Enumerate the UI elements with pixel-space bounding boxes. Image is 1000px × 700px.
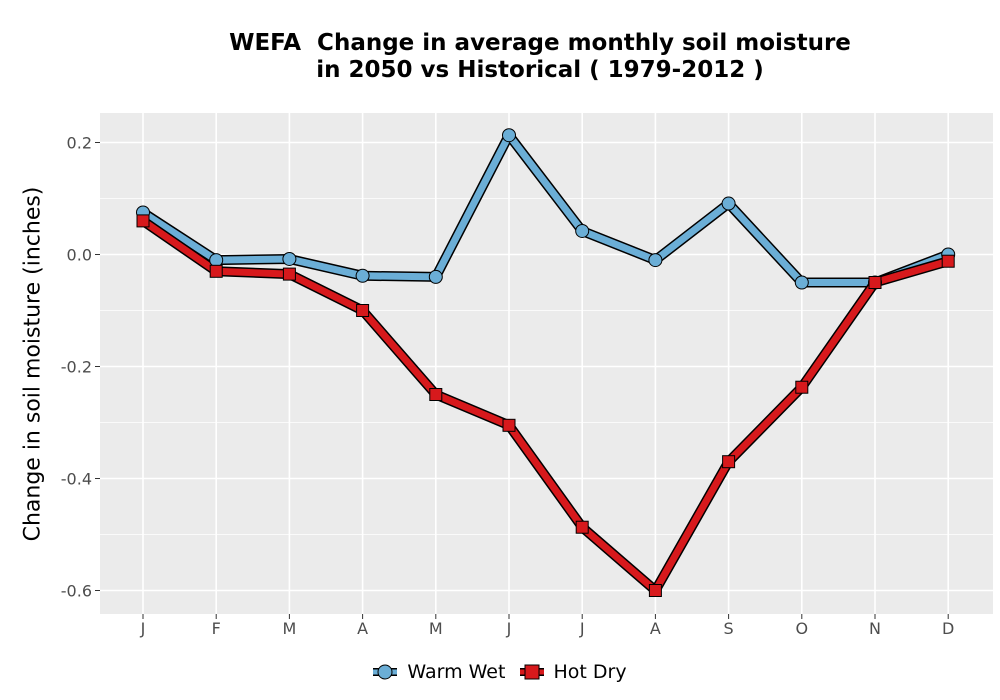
grid: [100, 113, 993, 614]
plot: 0.2 0.0 -0.2 -0.4 -0.6 J F M A M J J A S O N D: [61, 113, 993, 639]
point-warm-wet: [575, 223, 590, 238]
legend-key-hot-dry: [519, 660, 544, 684]
point-warm-wet: [282, 251, 297, 266]
x-tick-label: D: [942, 619, 954, 638]
point-warm-wet: [355, 268, 370, 283]
legend: Warm Wet Hot Dry: [0, 660, 1000, 689]
y-tick-label: -0.2: [61, 358, 92, 377]
point-hot-dry: [722, 455, 736, 469]
x-tick-label: A: [650, 619, 661, 638]
point-hot-dry: [648, 584, 662, 597]
point-warm-wet: [428, 269, 443, 284]
point-hot-dry: [429, 388, 443, 401]
point-hot-dry: [941, 254, 955, 268]
x-tick-label: S: [724, 619, 734, 638]
legend-item-hot-dry: Hot Dry: [519, 660, 627, 684]
point-hot-dry: [282, 267, 296, 281]
legend-label-warm-wet: Warm Wet: [407, 661, 506, 683]
axis-ticks: 0.2 0.0 -0.2 -0.4 -0.6 J F M A M J J A S O N D: [61, 134, 955, 639]
point-warm-wet: [794, 275, 809, 290]
point-warm-wet: [648, 253, 663, 268]
x-tick-label: J: [506, 619, 512, 638]
legend-item-warm-wet: Warm Wet: [373, 660, 505, 684]
y-tick-label: 0.2: [67, 134, 92, 153]
point-hot-dry: [209, 264, 223, 278]
point-warm-wet: [502, 128, 516, 143]
y-tick-label: -0.4: [61, 470, 92, 489]
x-tick-label: F: [212, 619, 221, 638]
point-hot-dry: [795, 380, 809, 394]
series-line-hot-dry: [139, 217, 952, 594]
legend-key-warm-wet: [373, 660, 398, 684]
chart-title: WEFA Change in average monthly soil mois…: [150, 30, 930, 84]
x-tick-label: A: [357, 619, 368, 638]
point-warm-wet: [209, 253, 224, 268]
point-warm-wet: [721, 196, 736, 211]
x-tick-label: M: [282, 619, 296, 638]
x-tick-label: J: [140, 619, 146, 638]
point-hot-dry: [136, 214, 150, 228]
x-tick-label: N: [869, 619, 881, 638]
y-tick-label: -0.6: [61, 582, 92, 601]
x-tick-label: M: [429, 619, 443, 638]
y-tick-label: 0.0: [67, 246, 92, 265]
plot-panel: [100, 113, 993, 614]
point-hot-dry: [502, 418, 516, 432]
point-hot-dry: [356, 304, 370, 317]
point-hot-dry: [575, 520, 589, 534]
legend-label-hot-dry: Hot Dry: [553, 661, 627, 683]
point-hot-dry: [868, 276, 882, 289]
series-layer: [136, 128, 956, 597]
x-tick-label: J: [579, 619, 585, 638]
chart-title-line-2: in 2050 vs Historical ( 1979-2012 ): [316, 57, 764, 83]
chart-title-line-1: WEFA Change in average monthly soil mois…: [229, 30, 851, 56]
series-line-warm-wet: [139, 131, 952, 286]
x-tick-label: O: [796, 619, 809, 638]
